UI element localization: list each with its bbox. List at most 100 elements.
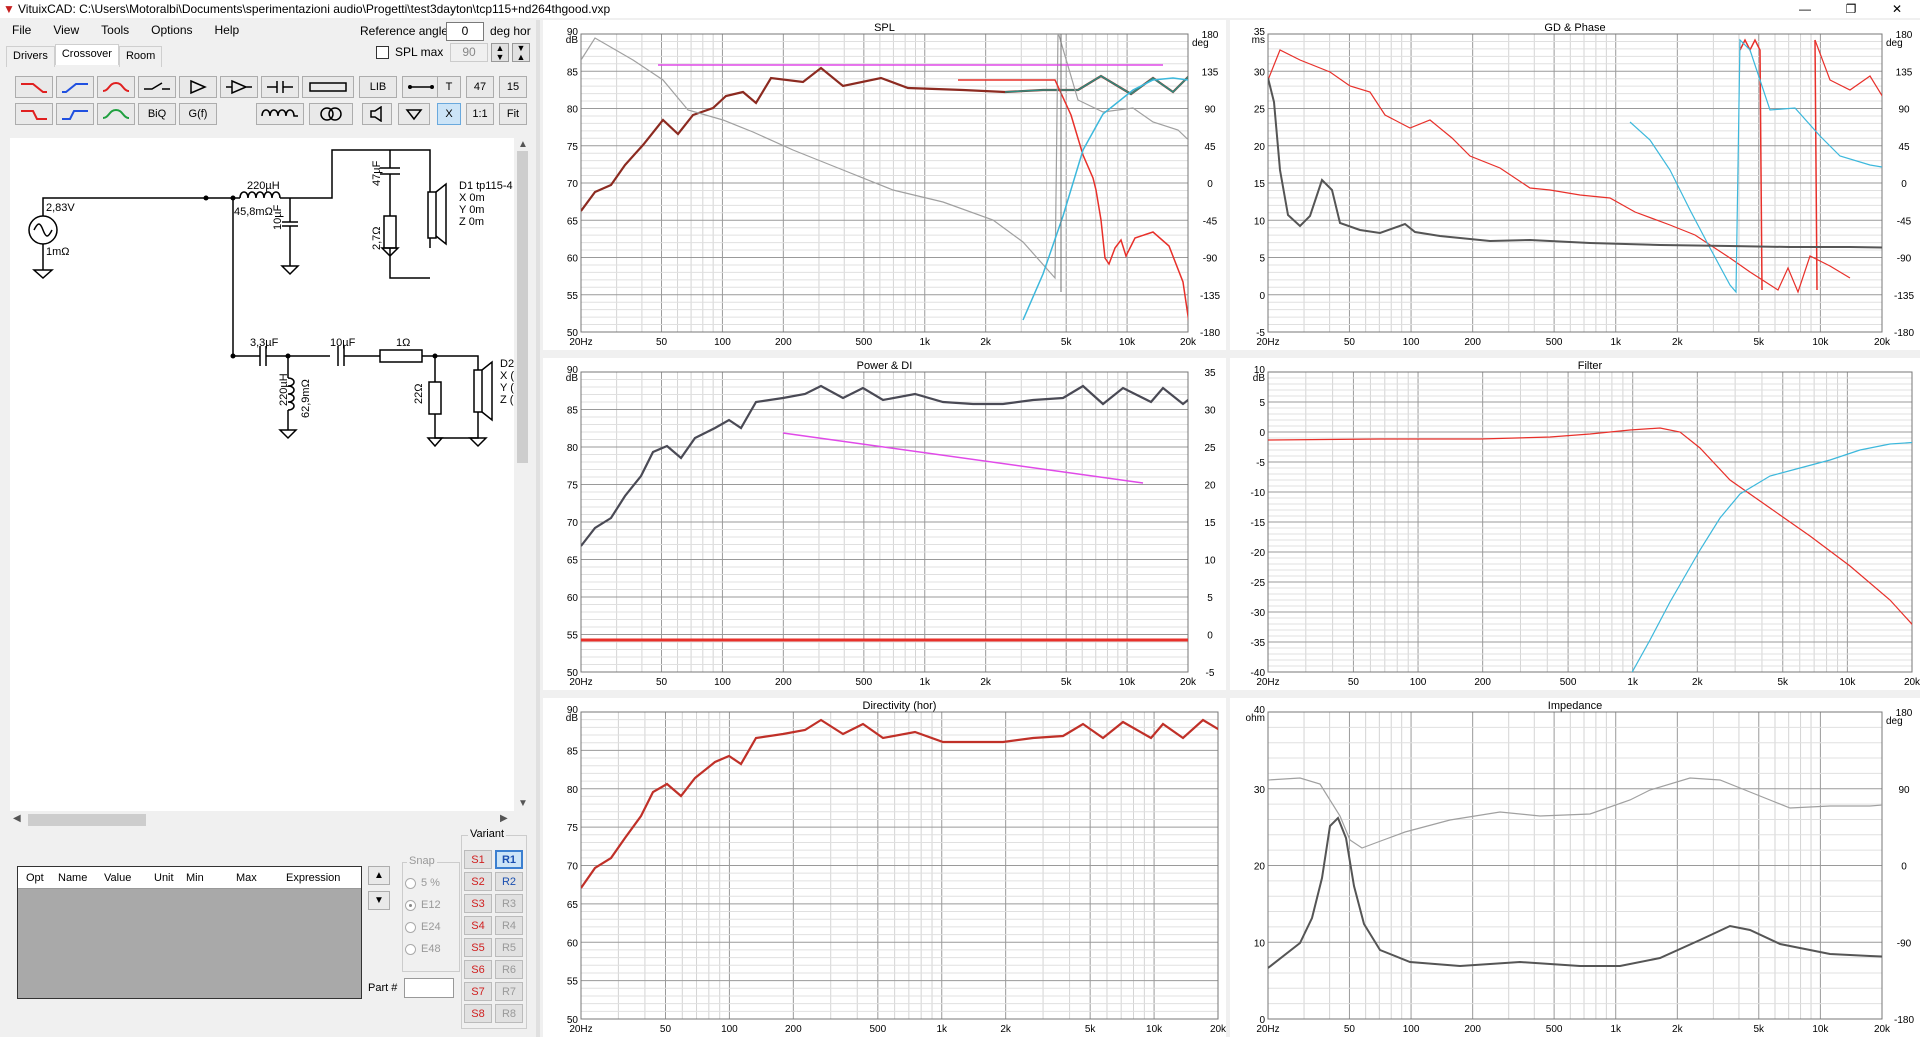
buffer-button[interactable]	[220, 76, 258, 98]
lowpass-red-button[interactable]	[15, 76, 53, 98]
menu-file[interactable]: File	[12, 23, 32, 37]
close-button[interactable]: ✕	[1891, 2, 1903, 16]
amplifier-button[interactable]	[179, 76, 217, 98]
text-button[interactable]: T	[437, 76, 461, 98]
reference-angle-input[interactable]: 0	[446, 22, 484, 41]
variant-s7-button[interactable]: S7	[464, 982, 492, 1001]
col-value[interactable]: Value	[104, 871, 132, 884]
scroll-up-icon[interactable]: ▲	[518, 139, 528, 150]
variant-s3-button[interactable]: S3	[464, 894, 492, 913]
spl-max-spinner[interactable]: ▲ ▼	[491, 43, 509, 62]
variant-r4-button[interactable]: R4	[495, 916, 523, 935]
variant-r2-button[interactable]: R2	[495, 872, 523, 891]
right-tick-label: -5	[1206, 668, 1215, 679]
scroll-right-icon[interactable]: ▶	[500, 813, 508, 824]
col-opt[interactable]: Opt	[26, 871, 44, 884]
snap-option-e24[interactable]: E24	[405, 921, 441, 933]
left-tick-label: 0	[1259, 291, 1265, 302]
x-toggle-button[interactable]: X	[437, 103, 461, 125]
variant-s4-button[interactable]: S4	[464, 916, 492, 935]
frequency-tick-label: 50	[656, 677, 668, 688]
inductor-button[interactable]	[256, 103, 304, 125]
part-number-label: Part #	[368, 982, 398, 994]
library-button[interactable]: LIB	[359, 76, 397, 98]
maximize-button[interactable]: ❐	[1845, 2, 1857, 16]
switch-button[interactable]	[138, 76, 176, 98]
highpass-2-button[interactable]	[56, 103, 94, 125]
capacitor-button[interactable]	[261, 76, 299, 98]
variant-r3-button[interactable]: R3	[495, 894, 523, 913]
vertical-scroll-thumb[interactable]	[517, 151, 528, 463]
col-unit[interactable]: Unit	[154, 871, 174, 884]
pane-splitter[interactable]	[536, 20, 540, 1037]
scroll-left-icon[interactable]: ◀	[13, 813, 21, 824]
minimize-button[interactable]: —	[1799, 2, 1811, 16]
variant-s8-button[interactable]: S8	[464, 1004, 492, 1023]
driver-button[interactable]	[362, 103, 392, 125]
directivity-graph[interactable]: Directivity (hor) dB 90 85 80 75 70 65 60 55 50 20H…	[543, 698, 1226, 1037]
wire-button[interactable]	[402, 76, 440, 98]
variant-r7-button[interactable]: R7	[495, 982, 523, 1001]
spl-max-checkbox[interactable]	[376, 46, 389, 59]
grid-47-button[interactable]: 47	[466, 76, 494, 98]
variant-s6-button[interactable]: S6	[464, 960, 492, 979]
part-number-input[interactable]	[404, 978, 454, 998]
col-expression[interactable]: Expression	[286, 871, 341, 884]
horizontal-scroll-thumb[interactable]	[28, 814, 146, 826]
ratio-button[interactable]: 1:1	[466, 103, 494, 125]
gd-phase-graph[interactable]: GD & Phase ms deg 35 30 25 20 15 10 5 0 -5 180 135 90 4…	[1230, 20, 1920, 350]
col-min[interactable]: Min	[186, 871, 204, 884]
bandpass-green-button[interactable]	[97, 103, 135, 125]
ground-button[interactable]	[398, 103, 430, 125]
left-axis-unit: ohm	[1246, 713, 1265, 724]
menu-tools[interactable]: Tools	[101, 23, 130, 37]
move-up-button[interactable]: ▲	[368, 866, 390, 885]
grid-15-button[interactable]: 15	[499, 76, 527, 98]
tab-room[interactable]: Room	[118, 46, 163, 67]
variant-r6-button[interactable]: R6	[495, 960, 523, 979]
curve	[1268, 77, 1882, 249]
biquad-button[interactable]: BiQ	[138, 103, 176, 125]
snap-option-e12[interactable]: E12	[405, 899, 441, 911]
spl-max-input[interactable]: 90	[450, 43, 488, 62]
right-tick-label: 0	[1901, 862, 1907, 873]
spl-graph[interactable]: SPL dB deg 90 85 80 75 70 65 60 55 50 180 135 90 45 0 -45…	[543, 20, 1226, 350]
impedance-graph[interactable]: Impedance ohm deg 40 30 20 10 0 180 90 0 -90 -180 20H…	[1230, 698, 1920, 1037]
spl-max-reset-button[interactable]: ▼ ▲	[512, 43, 530, 62]
variant-s1-button[interactable]: S1	[464, 850, 492, 869]
variant-s5-button[interactable]: S5	[464, 938, 492, 957]
variant-r1-button[interactable]: R1	[495, 850, 523, 869]
left-tick-label: 40	[1254, 705, 1266, 716]
move-down-button[interactable]: ▼	[368, 891, 390, 910]
right-axis-unit: deg	[1886, 716, 1903, 727]
variant-r5-button[interactable]: R5	[495, 938, 523, 957]
highpass-blue-button[interactable]	[56, 76, 94, 98]
power-di-graph[interactable]: Power & DI dB 90 85 80 75 70 65 60 55 50 35 30 25 20 15…	[543, 358, 1226, 690]
menu-help[interactable]: Help	[214, 23, 240, 37]
schematic-horizontal-scrollbar[interactable]: ◀ ▶	[10, 811, 514, 828]
transformer-button[interactable]	[309, 103, 353, 125]
col-name[interactable]: Name	[58, 871, 88, 884]
schematic-vertical-scrollbar[interactable]: ▲ ▼	[514, 138, 531, 813]
fit-button[interactable]: Fit	[499, 103, 527, 125]
snap-option-5pct[interactable]: 5 %	[405, 877, 440, 889]
menu-view[interactable]: View	[53, 23, 80, 37]
reference-angle-label: Reference angle	[360, 24, 449, 38]
tab-crossover[interactable]: Crossover	[54, 44, 119, 65]
variant-r8-button[interactable]: R8	[495, 1004, 523, 1023]
schematic-canvas[interactable]: 2,83V 1mΩ 220µH 45,8mΩ 10µF 47µF 2,7Ω D1…	[10, 138, 525, 813]
variant-s2-button[interactable]: S2	[464, 872, 492, 891]
optimizer-table[interactable]: Opt Name Value Unit Min Max Expression	[17, 866, 362, 999]
transfer-function-button[interactable]: G(f)	[179, 103, 217, 125]
window-title: VituixCAD: C:\Users\Motoralbi\Documents\…	[18, 2, 611, 16]
resistor-button[interactable]	[302, 76, 354, 98]
tab-drivers[interactable]: Drivers	[6, 46, 55, 67]
lowpass-2-button[interactable]	[15, 103, 53, 125]
scroll-down-icon[interactable]: ▼	[518, 798, 528, 809]
menu-options[interactable]: Options	[151, 23, 193, 37]
col-max[interactable]: Max	[236, 871, 257, 884]
filter-graph[interactable]: Filter dB 10 5 0 -5 -10 -15 -20 -25 -30 -35 -40 20Hz 5…	[1230, 358, 1920, 690]
l2-resistance-label: 62,9mΩ	[300, 379, 312, 418]
snap-option-e48[interactable]: E48	[405, 943, 441, 955]
bandpass-red-button[interactable]	[97, 76, 135, 98]
